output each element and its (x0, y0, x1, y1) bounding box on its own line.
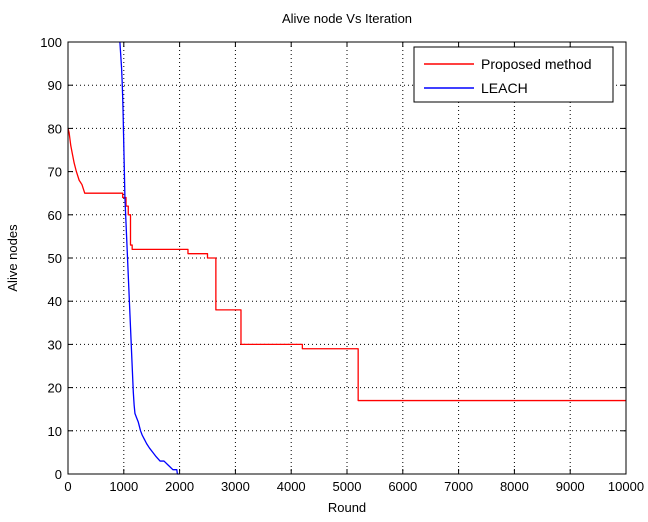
x-tick-label: 6000 (388, 479, 417, 494)
series-line-proposed-method (67, 128, 626, 402)
legend-label-leach: LEACH (481, 80, 528, 96)
y-tick-label: 80 (48, 121, 62, 136)
x-tick-label: 2000 (165, 479, 194, 494)
x-tick-label: 8000 (500, 479, 529, 494)
x-tick-label: 3000 (221, 479, 250, 494)
y-tick-label: 90 (48, 78, 62, 93)
x-tick-label: 4000 (277, 479, 306, 494)
y-tick-label: 60 (48, 208, 62, 223)
x-tick-label: 9000 (556, 479, 585, 494)
x-tick-label: 7000 (444, 479, 473, 494)
legend: Proposed method LEACH (413, 46, 614, 103)
y-tick-label: 100 (40, 35, 62, 50)
legend-box (413, 46, 614, 103)
x-tick-label: 10000 (608, 479, 644, 494)
y-tick-label: 30 (48, 337, 62, 352)
series-line-leach (119, 41, 180, 475)
chart-title: Alive node Vs Iteration (282, 11, 412, 26)
y-tick-label: 70 (48, 165, 62, 180)
series-layer (67, 41, 626, 475)
y-tick-label: 0 (55, 467, 62, 482)
x-axis: 0 1000 2000 3000 4000 5000 6000 7000 8000 9000 100… (64, 42, 644, 494)
x-axis-label: Round (328, 500, 366, 515)
y-axis-label: Alive nodes (5, 224, 20, 292)
y-axis: 0 10 20 30 40 50 60 70 80 90 100 (40, 35, 626, 482)
x-tick-label: 1000 (109, 479, 138, 494)
y-tick-label: 10 (48, 424, 62, 439)
y-tick-label: 20 (48, 381, 62, 396)
y-tick-label: 40 (48, 294, 62, 309)
y-tick-label: 50 (48, 251, 62, 266)
x-tick-label: 5000 (333, 479, 362, 494)
legend-label-proposed-method: Proposed method (481, 56, 592, 72)
grid-lines (68, 42, 626, 474)
x-tick-label: 0 (64, 479, 71, 494)
